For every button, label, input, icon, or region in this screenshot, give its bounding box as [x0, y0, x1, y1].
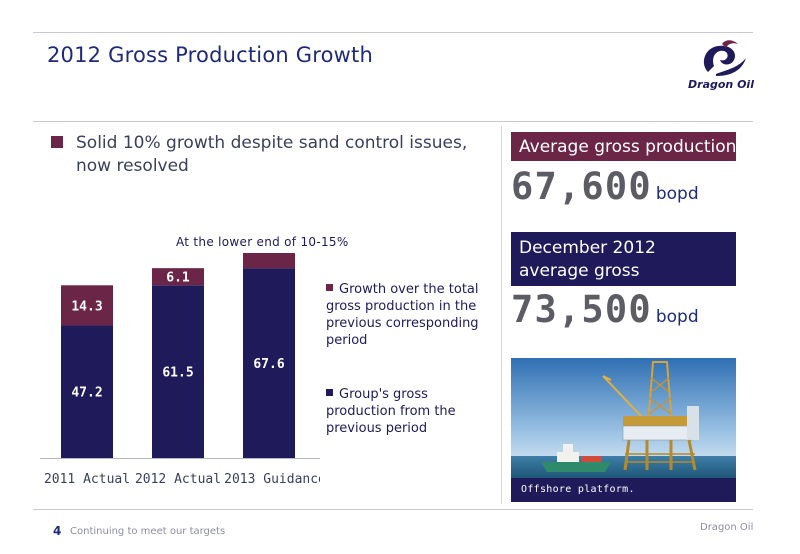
- bar-base-0: [61, 325, 113, 458]
- bar-growth-1: [152, 268, 204, 286]
- logo-text: Dragon Oil: [688, 78, 754, 91]
- bar-base-2: [243, 268, 295, 458]
- category-label-1: 2012 Actual: [135, 472, 221, 487]
- photo-caption: Offshore platform.: [511, 478, 736, 502]
- footer-text: Continuing to meet our targets: [70, 526, 226, 537]
- page-number: 4: [53, 524, 62, 538]
- dec-unit: bopd: [655, 307, 699, 327]
- avg-production-label: Average gross production: [511, 132, 736, 161]
- bar-growth-2: [243, 253, 295, 269]
- bar-base-label-0: 47.2: [71, 386, 102, 401]
- dec-production-label: December 2012 average gross production: [511, 232, 736, 304]
- bar-base-label-2: 67.6: [253, 357, 284, 372]
- legend-base-swatch: [326, 389, 333, 396]
- top-rule: [33, 32, 753, 33]
- vertical-divider: [501, 126, 502, 504]
- category-label-0: 2011 Actual: [44, 472, 130, 487]
- category-label-2: 2013 Guidance: [224, 472, 320, 487]
- dragon-logo-icon: [703, 40, 746, 76]
- page-title: 2012 Gross Production Growth: [47, 43, 373, 67]
- bar-growth-label-0: 14.3: [71, 299, 102, 314]
- legend-base-label: Group's gross production from the previo…: [326, 387, 456, 436]
- dragon-oil-logo: Dragon Oil: [686, 38, 756, 94]
- bar-growth-0: [61, 285, 113, 326]
- chart-annotation: At the lower end of 10-15%: [176, 235, 349, 249]
- bullet-square-icon: [51, 136, 63, 148]
- production-chart: 47.2 14.3 2011 Actual 61.5 6.1 2012 Actual 67.…: [40, 253, 320, 487]
- avg-production-value: 67,600 bopd: [511, 165, 699, 208]
- bar-base-1: [152, 285, 204, 458]
- footer-rule: [33, 509, 753, 510]
- legend-base: Group's gross production from the previo…: [326, 386, 496, 437]
- legend-growth: Growth over the total gross production i…: [326, 281, 496, 349]
- dec-production-value: 73,500 bopd: [511, 288, 699, 331]
- bar-growth-label-1: 6.1: [166, 271, 190, 286]
- dec-value: 73,500: [511, 288, 652, 331]
- avg-value: 67,600: [511, 165, 652, 208]
- legend-growth-swatch: [326, 284, 333, 291]
- bar-base-label-1: 61.5: [162, 366, 193, 381]
- offshore-platform-photo: [511, 358, 736, 478]
- footer-brand: Dragon Oil: [700, 522, 754, 533]
- avg-unit: bopd: [655, 184, 699, 204]
- legend-growth-label: Growth over the total gross production i…: [326, 282, 479, 348]
- bullet-text: Solid 10% growth despite sand control is…: [76, 133, 468, 176]
- title-rule: [33, 121, 753, 122]
